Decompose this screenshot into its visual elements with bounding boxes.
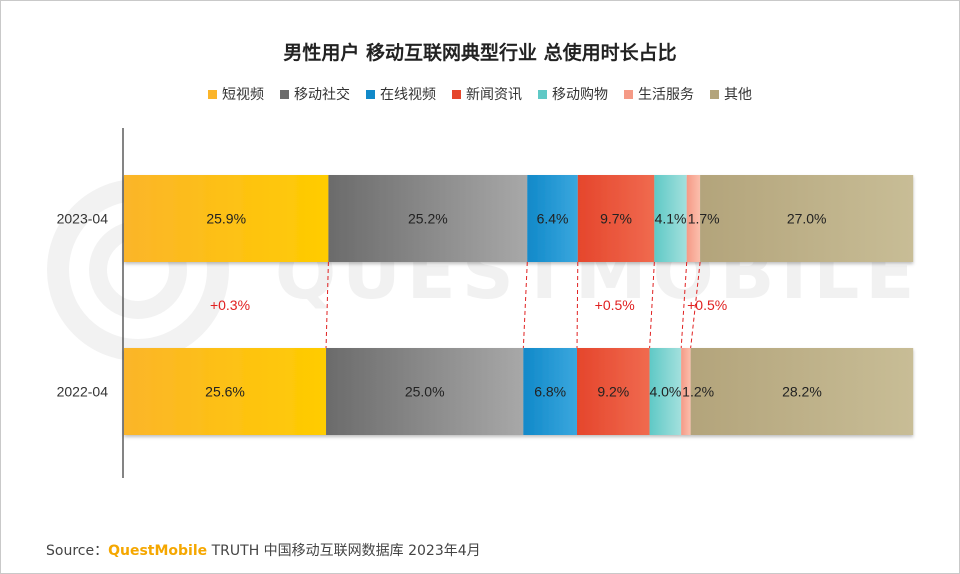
- bar-segment: [577, 348, 650, 435]
- legend-label: 移动购物: [552, 87, 608, 103]
- chart-legend: 短视频 移动社交 在线视频 新闻资讯 移动购物 生活服务 其他: [0, 84, 960, 104]
- legend-swatch: [710, 89, 719, 99]
- bar-segment: [654, 175, 687, 262]
- bar-segment: [700, 175, 914, 262]
- bar-segment: [326, 348, 524, 435]
- legend-swatch: [452, 89, 461, 99]
- category-tick-label: 2023-04: [57, 211, 109, 227]
- bar-segment: [124, 175, 329, 262]
- data-label: 28.2%: [782, 384, 822, 400]
- legend-swatch: [538, 89, 547, 99]
- legend-swatch: [280, 89, 289, 99]
- bar-segment: [681, 348, 691, 435]
- change-annotation: +0.3%: [210, 297, 250, 313]
- connector-line: [325, 261, 329, 349]
- source-brand-logo: QuestMobile: [108, 543, 208, 559]
- bar-segment: [124, 348, 327, 435]
- data-label: 25.2%: [408, 211, 448, 227]
- legend-item-3: 新闻资讯: [452, 84, 522, 104]
- bar-segment: [686, 175, 701, 262]
- connector-line: [690, 261, 701, 349]
- data-label: 9.2%: [597, 384, 629, 400]
- data-label: 6.8%: [534, 384, 566, 400]
- connector-line: [649, 261, 655, 349]
- bar-segment: [577, 175, 655, 262]
- legend-swatch: [208, 89, 217, 99]
- data-label: 9.7%: [600, 211, 632, 227]
- data-label: 25.0%: [405, 384, 445, 400]
- legend-item-2: 在线视频: [366, 84, 436, 104]
- chart-title: 男性用户 移动互联网典型行业 总使用时长占比: [283, 42, 677, 64]
- connector-line: [522, 261, 528, 349]
- source-text: TRUTH 中国移动互联网数据库 2023年4月: [211, 543, 481, 559]
- legend-swatch: [366, 89, 375, 99]
- legend-label: 新闻资讯: [466, 87, 522, 103]
- legend-item-6: 其他: [710, 84, 752, 104]
- data-label: 4.0%: [649, 384, 681, 400]
- bar-segment: [649, 348, 682, 435]
- legend-item-0: 短视频: [208, 84, 264, 104]
- data-label: 27.0%: [787, 211, 827, 227]
- bar-row-2022-04: [124, 348, 914, 435]
- data-label: 25.9%: [206, 211, 246, 227]
- legend-label: 移动社交: [294, 87, 350, 103]
- legend-swatch: [624, 89, 633, 99]
- bar-segment: [527, 175, 578, 262]
- data-label: 1.2%: [682, 384, 714, 400]
- bar-segment: [523, 348, 578, 435]
- source-note: Source：QuestMobile TRUTH 中国移动互联网数据库 2023…: [46, 540, 481, 560]
- data-label: 25.6%: [205, 384, 245, 400]
- legend-item-1: 移动社交: [280, 84, 350, 104]
- change-annotation: +0.5%: [687, 297, 727, 313]
- source-prefix: Source：: [46, 543, 109, 559]
- data-label: 4.1%: [655, 211, 687, 227]
- legend-item-4: 移动购物: [538, 84, 608, 104]
- category-tick-label: 2022-04: [57, 384, 109, 400]
- bar-segment: [690, 348, 914, 435]
- data-label: 6.4%: [537, 211, 569, 227]
- connector-line: [576, 261, 579, 349]
- data-label: 1.7%: [688, 211, 720, 227]
- legend-label: 生活服务: [638, 87, 694, 103]
- connector-line: [680, 261, 688, 349]
- legend-label: 在线视频: [380, 87, 436, 103]
- bar-segment: [328, 175, 528, 262]
- bar-row-2023-04: [124, 175, 914, 262]
- legend-item-5: 生活服务: [624, 84, 694, 104]
- legend-label: 短视频: [222, 87, 264, 103]
- legend-label: 其他: [724, 87, 752, 103]
- change-annotation: +0.5%: [595, 297, 635, 313]
